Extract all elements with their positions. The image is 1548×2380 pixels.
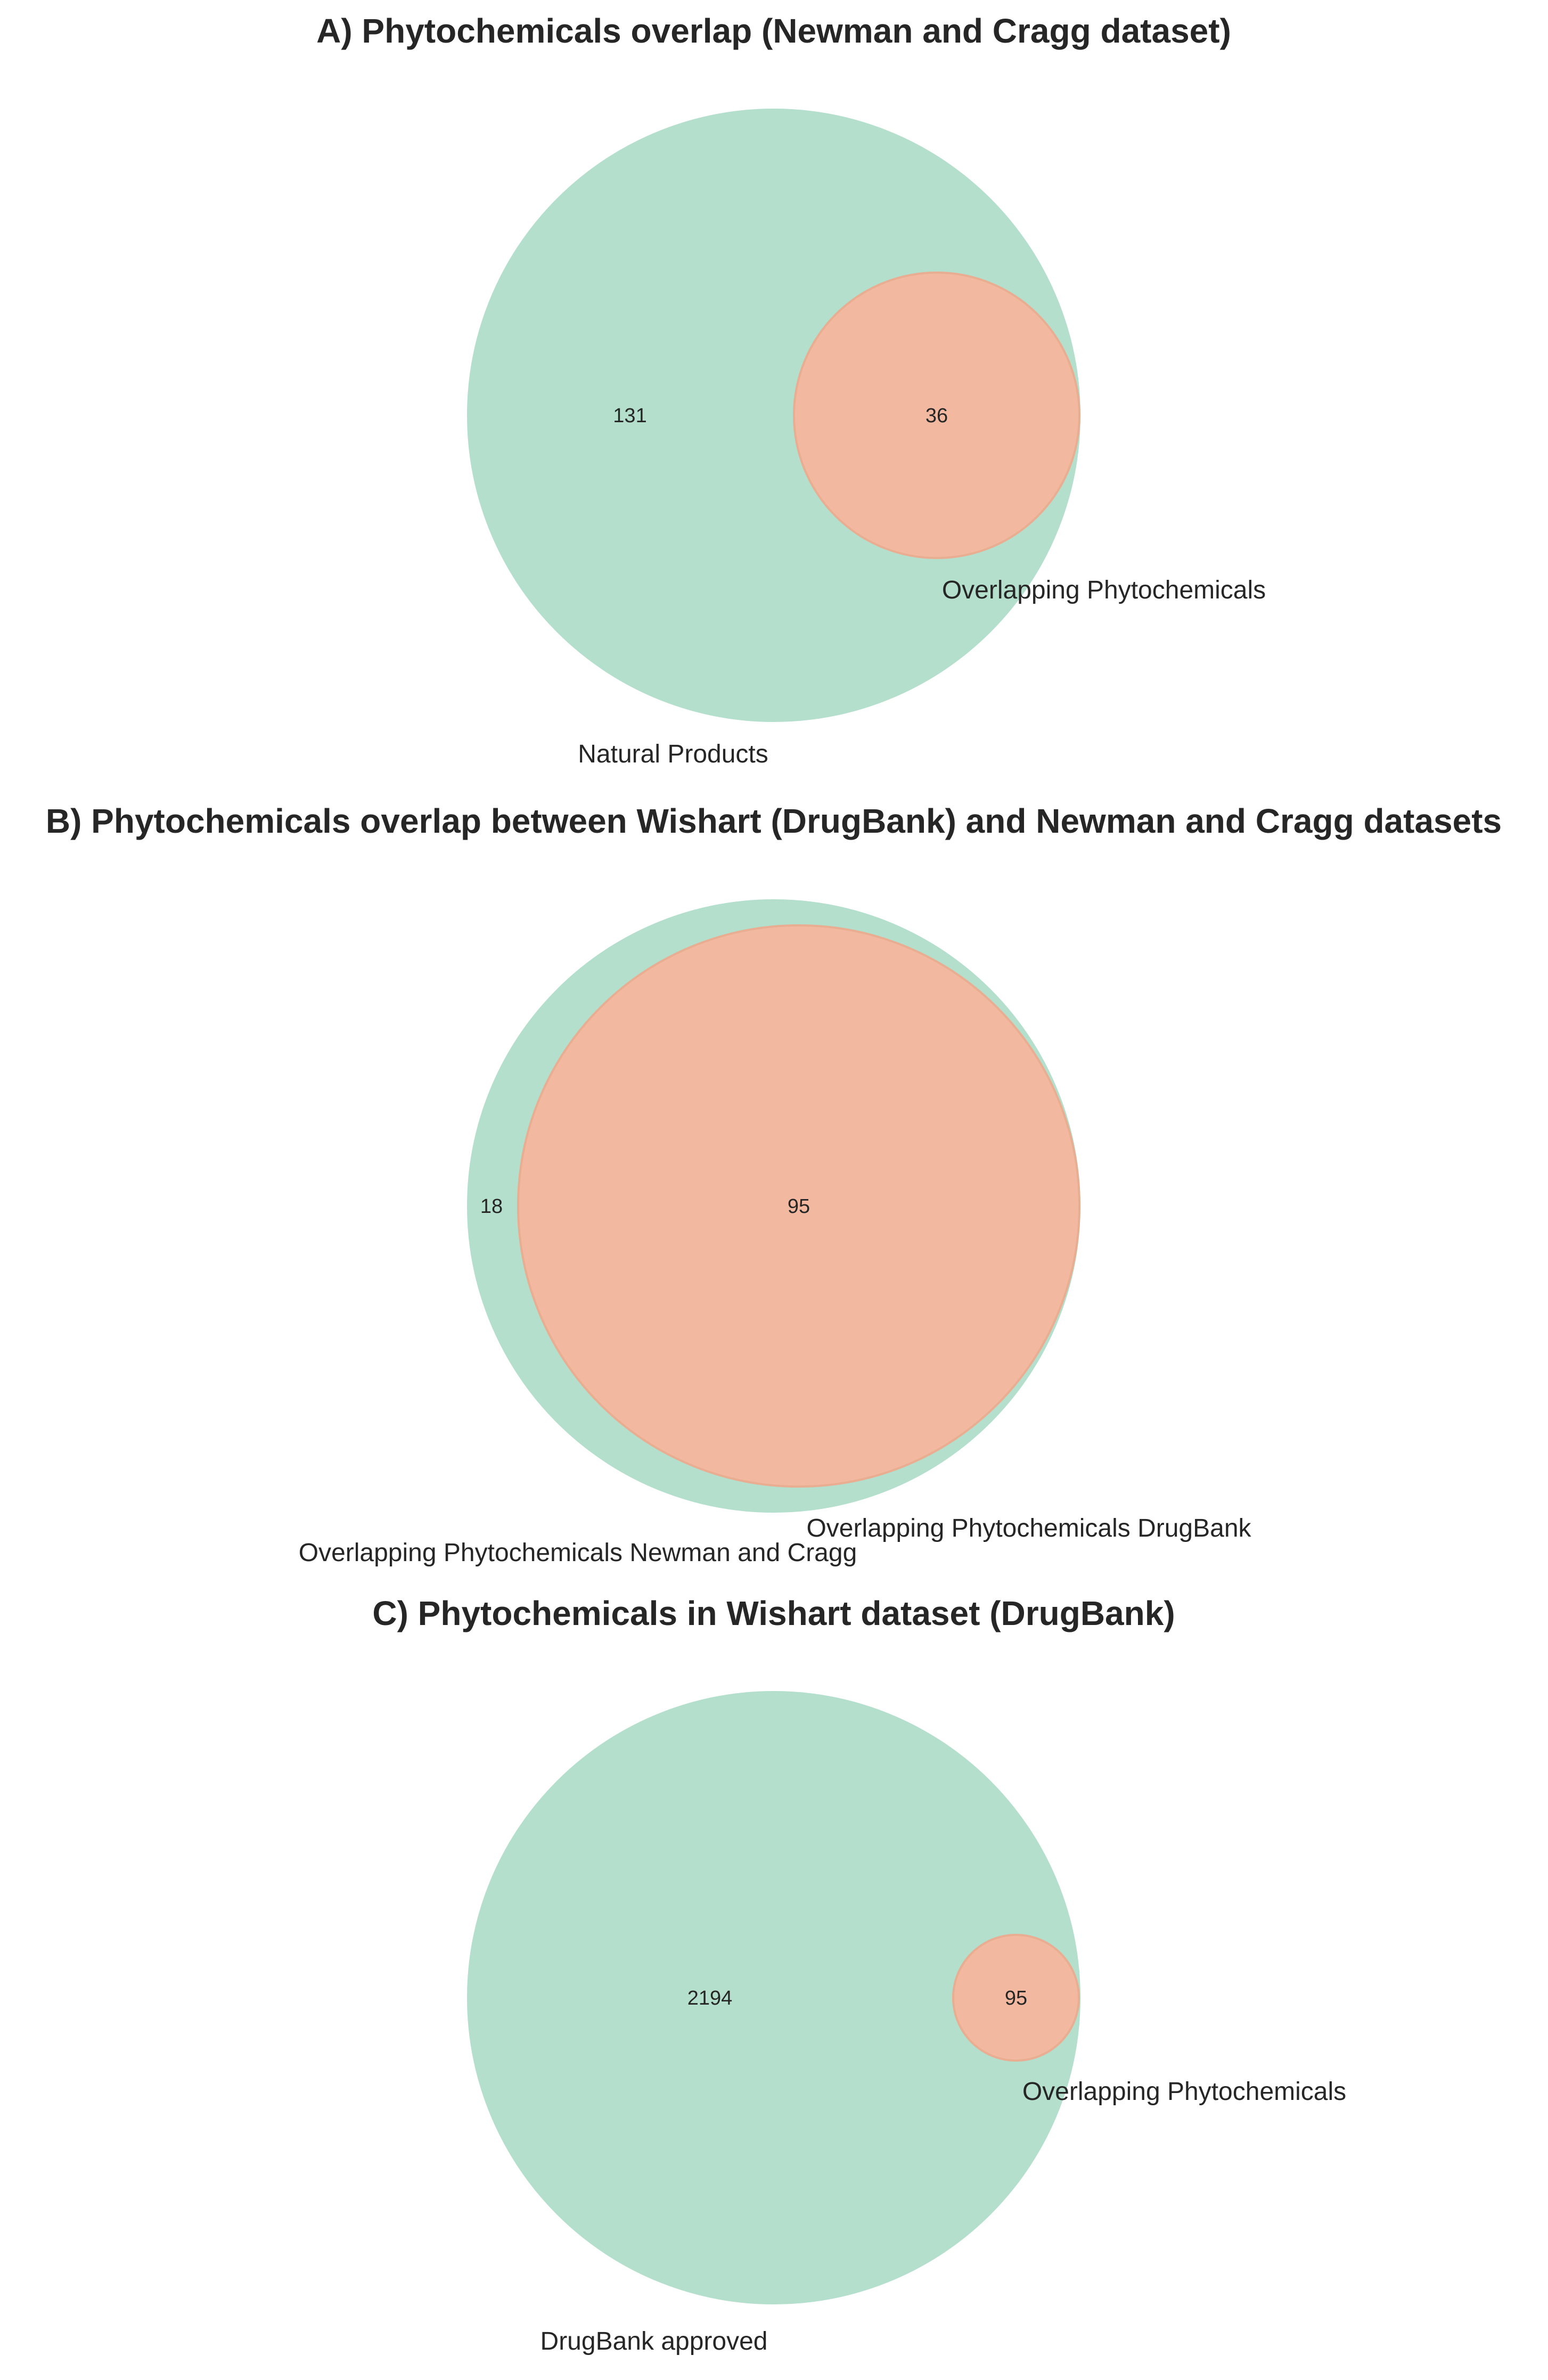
panel-c-title: C) Phytochemicals in Wishart dataset (Dr… [372,1594,1175,1632]
venn-panel-b: B) Phytochemicals overlap between Wishar… [46,802,1502,1567]
panel-c-only-drugbank-approved-count: 2194 [687,1987,733,2009]
drugbank-overlap-circle [517,924,1080,1488]
panel-c-overlapping-phytochemicals-label: Overlapping Phytochemicals [1022,2078,1346,2106]
panel-a-overlap-count: 36 [925,405,948,427]
panel-a-only-natural-products-count: 131 [613,405,646,427]
venn-panel-a: A) Phytochemicals overlap (Newman and Cr… [316,12,1266,768]
panel-c-overlap-count: 95 [1005,1987,1027,2009]
overlapping-phytochemicals-circle [793,272,1080,559]
panel-b-title: B) Phytochemicals overlap between Wishar… [46,802,1502,840]
panel-b-newman-cragg-label: Overlapping Phytochemicals Newman and Cr… [299,1539,857,1567]
panel-a-title: A) Phytochemicals overlap (Newman and Cr… [316,12,1231,50]
panel-b-drugbank-label: Overlapping Phytochemicals DrugBank [806,1514,1251,1542]
panel-b-overlap-count: 95 [788,1195,810,1218]
panel-b-only-newman-cragg-count: 18 [480,1195,503,1218]
panel-c-drugbank-approved-label: DrugBank approved [540,2327,768,2356]
venn-panel-c: C) Phytochemicals in Wishart dataset (Dr… [372,1594,1346,2356]
panel-a-overlapping-phytochemicals-label: Overlapping Phytochemicals [942,576,1266,604]
panel-a-natural-products-label: Natural Products [578,740,768,768]
phytochemicals-in-drugbank-circle [952,1934,1080,2062]
